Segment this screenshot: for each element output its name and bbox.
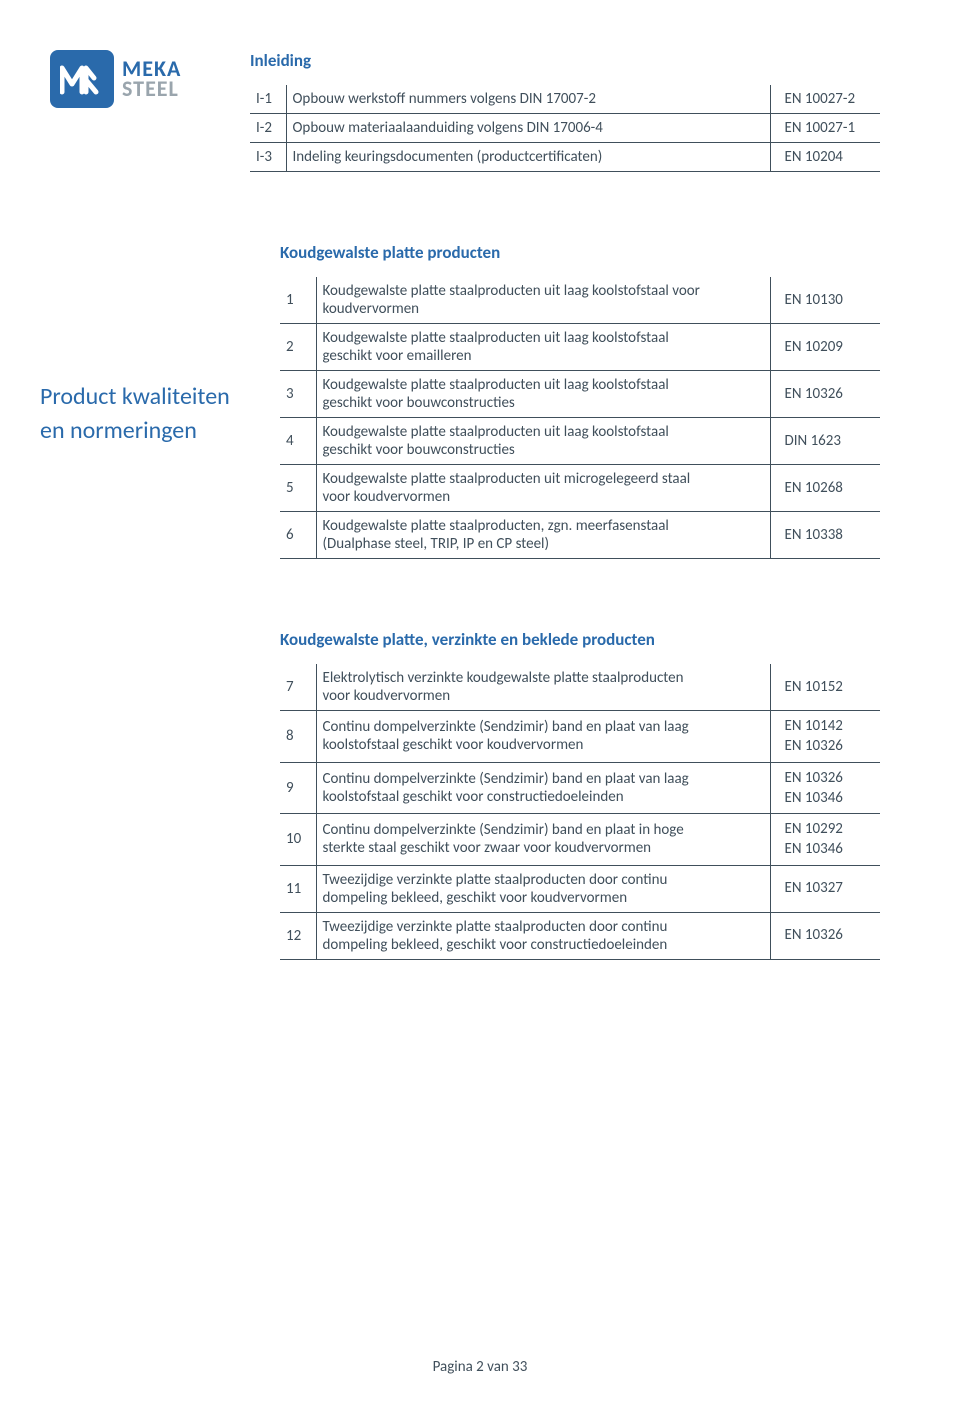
row-desc: Tweezijdige verzinkte platte staalproduc…: [316, 912, 770, 959]
table-row: 6 Koudgewalste platte staalproducten, zg…: [280, 512, 880, 559]
row-num: 6: [280, 512, 316, 559]
left-label-line2: en normeringen: [40, 414, 240, 448]
row-desc: Tweezijdige verzinkte platte staalproduc…: [316, 865, 770, 912]
row-num: 2: [280, 324, 316, 371]
row-std: EN 10292 EN 10346: [770, 814, 880, 866]
row-std: EN 10152: [770, 664, 880, 711]
row-num: 1: [280, 277, 316, 324]
table-row: 11 Tweezijdige verzinkte platte staalpro…: [280, 865, 880, 912]
row-std: EN 10204: [770, 143, 880, 172]
row-desc: Continu dompelverzinkte (Sendzimir) band…: [316, 711, 770, 763]
row-desc: Koudgewalste platte staalproducten uit m…: [316, 465, 770, 512]
row-desc: Koudgewalste platte staalproducten uit l…: [316, 418, 770, 465]
row-desc: Indeling keuringsdocumenten (productcert…: [286, 143, 770, 172]
row-num: I-1: [250, 85, 286, 114]
header-row: MEKA STEEL Inleiding I-1 Opbouw werkstof…: [50, 50, 880, 172]
row-num: 11: [280, 865, 316, 912]
left-label-line1: Product kwaliteiten: [40, 380, 240, 414]
logo: MEKA STEEL: [50, 50, 230, 108]
table-row: 7 Elektrolytisch verzinkte koudgewalste …: [280, 664, 880, 711]
table-row: 3 Koudgewalste platte staalproducten uit…: [280, 371, 880, 418]
row-num: 7: [280, 664, 316, 711]
verz-title: Koudgewalste platte, verzinkte en bekled…: [280, 629, 880, 650]
row-num: 8: [280, 711, 316, 763]
row-std: EN 10027-2: [770, 85, 880, 114]
table-row: 8 Continu dompelverzinkte (Sendzimir) ba…: [280, 711, 880, 763]
row-desc: Koudgewalste platte staalproducten, zgn.…: [316, 512, 770, 559]
intro-section: Inleiding I-1 Opbouw werkstoff nummers v…: [230, 50, 880, 172]
row-desc: Continu dompelverzinkte (Sendzimir) band…: [316, 762, 770, 814]
koud-title: Koudgewalste platte producten: [280, 242, 880, 263]
table-row: I-2 Opbouw materiaalaanduiding volgens D…: [250, 114, 880, 143]
table-row: 4 Koudgewalste platte staalproducten uit…: [280, 418, 880, 465]
intro-table: I-1 Opbouw werkstoff nummers volgens DIN…: [250, 85, 880, 172]
table-row: 9 Continu dompelverzinkte (Sendzimir) ba…: [280, 762, 880, 814]
row-desc: Continu dompelverzinkte (Sendzimir) band…: [316, 814, 770, 866]
table-row: 12 Tweezijdige verzinkte platte staalpro…: [280, 912, 880, 959]
row-std: EN 10327: [770, 865, 880, 912]
row-std: EN 10326: [770, 371, 880, 418]
row-std: EN 10142 EN 10326: [770, 711, 880, 763]
row-desc: Opbouw werkstoff nummers volgens DIN 170…: [286, 85, 770, 114]
row-num: 4: [280, 418, 316, 465]
row-desc: Koudgewalste platte staalproducten uit l…: [316, 277, 770, 324]
table-row: 5 Koudgewalste platte staalproducten uit…: [280, 465, 880, 512]
table-row: 2 Koudgewalste platte staalproducten uit…: [280, 324, 880, 371]
row-std: EN 10027-1: [770, 114, 880, 143]
row-num: 5: [280, 465, 316, 512]
row-std: EN 10326 EN 10346: [770, 762, 880, 814]
row-std: EN 10338: [770, 512, 880, 559]
logo-text: MEKA STEEL: [122, 59, 181, 99]
row-num: 12: [280, 912, 316, 959]
row-num: I-3: [250, 143, 286, 172]
intro-title: Inleiding: [250, 50, 880, 71]
row-num: 3: [280, 371, 316, 418]
table-row: 1 Koudgewalste platte staalproducten uit…: [280, 277, 880, 324]
row-std: EN 10326: [770, 912, 880, 959]
row-num: 9: [280, 762, 316, 814]
page-footer: Pagina 2 van 33: [0, 1358, 960, 1376]
left-side-label: Product kwaliteiten en normeringen: [40, 380, 240, 447]
row-num: 10: [280, 814, 316, 866]
verz-table: 7 Elektrolytisch verzinkte koudgewalste …: [280, 664, 880, 960]
row-desc: Elektrolytisch verzinkte koudgewalste pl…: [316, 664, 770, 711]
row-num: I-2: [250, 114, 286, 143]
row-desc: Koudgewalste platte staalproducten uit l…: [316, 371, 770, 418]
row-std: EN 10209: [770, 324, 880, 371]
table-row: I-1 Opbouw werkstoff nummers volgens DIN…: [250, 85, 880, 114]
row-std: EN 10268: [770, 465, 880, 512]
koud-table: 1 Koudgewalste platte staalproducten uit…: [280, 277, 880, 559]
row-std: EN 10130: [770, 277, 880, 324]
table-row: 10 Continu dompelverzinkte (Sendzimir) b…: [280, 814, 880, 866]
logo-badge-icon: [50, 50, 114, 108]
page: MEKA STEEL Inleiding I-1 Opbouw werkstof…: [0, 0, 960, 960]
row-desc: Opbouw materiaalaanduiding volgens DIN 1…: [286, 114, 770, 143]
logo-text-bottom: STEEL: [122, 79, 181, 99]
row-desc: Koudgewalste platte staalproducten uit l…: [316, 324, 770, 371]
row-std: DIN 1623: [770, 418, 880, 465]
content-area: Koudgewalste platte producten 1 Koudgewa…: [280, 172, 880, 960]
table-row: I-3 Indeling keuringsdocumenten (product…: [250, 143, 880, 172]
